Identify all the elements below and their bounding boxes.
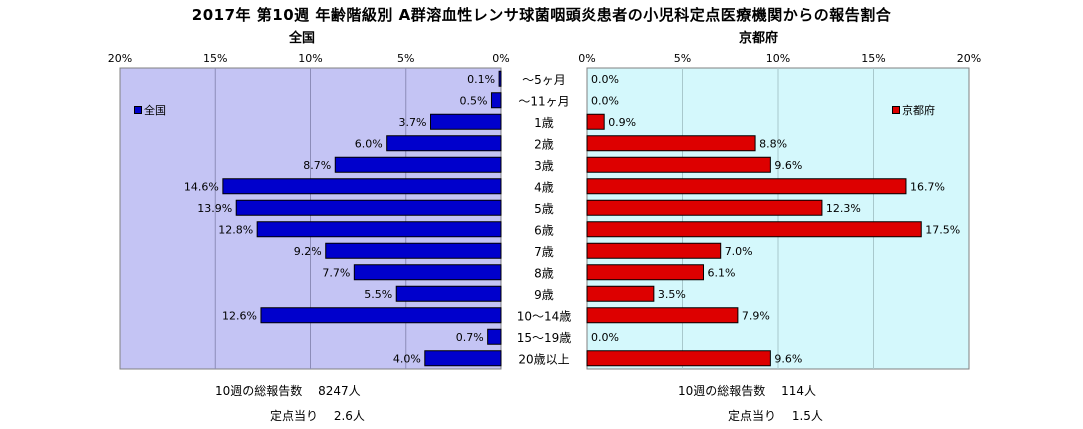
national-legend: 全国: [134, 102, 166, 118]
national-legend-label: 全国: [144, 104, 166, 117]
national-bar: [235, 199, 502, 216]
kyoto-bar: [586, 307, 739, 324]
age-category-label: ～11ヶ月: [518, 94, 569, 108]
national-bar: [353, 264, 502, 281]
national-data-label: 9.2%: [294, 245, 322, 258]
kyoto-data-label: 8.8%: [759, 137, 787, 150]
kyoto-x-tick-label: 5%: [674, 52, 691, 65]
national-data-label: 6.0%: [355, 137, 383, 150]
kyoto-data-label: 0.0%: [591, 94, 619, 107]
age-category-label: 4歳: [534, 180, 554, 194]
kyoto-data-label: 6.1%: [708, 266, 736, 279]
age-category-label: 2歳: [534, 137, 554, 151]
national-x-tick-label: 0%: [492, 52, 509, 65]
national-data-label: 0.1%: [467, 73, 495, 86]
kyoto-bar: [586, 242, 722, 259]
national-data-label: 12.8%: [218, 223, 253, 236]
chart-title: 2017年 第10週 年齢階級別 A群溶血性レンサ球菌咽頭炎患者の小児科定点医療…: [191, 6, 892, 24]
kyoto-x-tick-label: 15%: [861, 52, 885, 65]
national-total-reports: 10週の総報告数 8247人: [215, 384, 361, 398]
kyoto-bar: [586, 221, 922, 238]
national-bar: [487, 328, 502, 345]
national-data-label: 0.5%: [460, 94, 488, 107]
national-bar: [260, 307, 502, 324]
kyoto-bar: [586, 285, 655, 302]
age-category-label: 20歳以上: [518, 352, 569, 366]
age-category-label: 3歳: [534, 159, 554, 173]
national-bar: [490, 92, 502, 109]
national-bar: [430, 113, 502, 130]
kyoto-x-tick-label: 20%: [957, 52, 981, 65]
age-category-label: 10～14歳: [517, 309, 572, 323]
age-category-label: 5歳: [534, 202, 554, 216]
national-bar: [386, 135, 502, 152]
kyoto-data-label: 7.0%: [725, 245, 753, 258]
national-x-tick-label: 20%: [108, 52, 132, 65]
national-data-label: 0.7%: [456, 331, 484, 344]
national-data-label: 4.0%: [393, 352, 421, 365]
kyoto-bar: [586, 156, 771, 173]
kyoto-bar: [586, 113, 605, 130]
kyoto-data-label: 7.9%: [742, 309, 770, 322]
national-data-label: 8.7%: [303, 159, 331, 172]
kyoto-per-site: 定点当り 1.5人: [728, 409, 823, 423]
kyoto-data-label: 0.9%: [608, 116, 636, 129]
national-legend-swatch: [134, 106, 142, 114]
age-category-label: 7歳: [534, 245, 554, 259]
kyoto-legend-label: 京都府: [902, 104, 935, 117]
age-category-label: 15～19歳: [517, 331, 572, 345]
age-category-label: 9歳: [534, 288, 554, 302]
national-data-label: 7.7%: [322, 266, 350, 279]
kyoto-data-label: 16.7%: [910, 180, 945, 193]
kyoto-data-label: 0.0%: [591, 331, 619, 344]
kyoto-legend-swatch: [892, 106, 900, 114]
national-bar: [325, 242, 502, 259]
national-data-label: 3.7%: [399, 116, 427, 129]
kyoto-data-label: 9.6%: [774, 159, 802, 172]
age-category-label: 8歳: [534, 266, 554, 280]
national-x-tick-label: 15%: [203, 52, 227, 65]
kyoto-data-label: 17.5%: [925, 223, 960, 236]
national-bar: [424, 350, 502, 367]
kyoto-total-reports: 10週の総報告数 114人: [678, 384, 816, 398]
kyoto-x-tick-label: 10%: [766, 52, 790, 65]
kyoto-bar: [586, 350, 771, 367]
national-chart-title: 全国: [289, 31, 316, 46]
kyoto-data-label: 12.3%: [826, 202, 861, 215]
national-bar: [395, 285, 502, 302]
age-category-label: 6歳: [534, 223, 554, 237]
age-category-label: 1歳: [534, 116, 554, 130]
kyoto-bar: [586, 178, 907, 195]
national-data-label: 13.9%: [197, 202, 232, 215]
kyoto-bar: [586, 199, 823, 216]
national-data-label: 5.5%: [364, 288, 392, 301]
kyoto-data-label: 9.6%: [774, 352, 802, 365]
national-per-site: 定点当り 2.6人: [270, 409, 365, 423]
kyoto-chart-title: 京都府: [739, 31, 779, 46]
kyoto-bar: [586, 135, 756, 152]
national-data-label: 14.6%: [184, 180, 219, 193]
kyoto-legend: 京都府: [892, 102, 935, 118]
national-bar: [498, 70, 502, 87]
national-bar: [256, 221, 502, 238]
national-bar: [334, 156, 502, 173]
age-category-label: ～5ヶ月: [522, 73, 566, 87]
national-x-tick-label: 10%: [298, 52, 322, 65]
kyoto-data-label: 0.0%: [591, 73, 619, 86]
kyoto-data-label: 3.5%: [658, 288, 686, 301]
national-bar: [222, 178, 502, 195]
national-x-tick-label: 5%: [397, 52, 414, 65]
kyoto-bar: [586, 264, 705, 281]
national-data-label: 12.6%: [222, 309, 257, 322]
kyoto-x-tick-label: 0%: [578, 52, 595, 65]
